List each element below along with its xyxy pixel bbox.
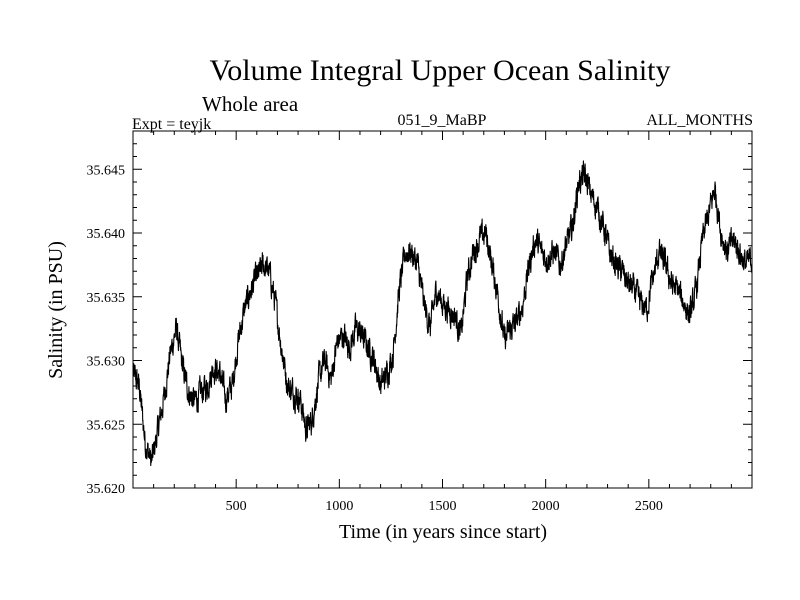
x-axis: 500 1000 1500 2000 2500 <box>153 131 732 514</box>
y-axis-label: Salinity (in PSU) <box>45 241 67 379</box>
y-tick-label: 35.645 <box>87 163 126 178</box>
y-axis: 35.620 35.625 35.630 35.635 35.640 35.645 <box>87 143 752 497</box>
experiment-label: Expt = teyjk <box>132 116 211 133</box>
y-tick-label: 35.625 <box>87 418 126 433</box>
y-tick-label: 35.630 <box>87 355 126 370</box>
chart-subtitle: Whole area <box>202 92 299 116</box>
x-tick-label: 2000 <box>532 499 560 514</box>
x-tick-label: 1000 <box>325 499 353 514</box>
y-tick-label: 35.620 <box>87 482 126 497</box>
y-tick-label: 35.635 <box>87 291 126 306</box>
series-line-salinity <box>132 160 753 467</box>
run-label: 051_9_MaBP <box>398 112 487 129</box>
x-tick-label: 500 <box>226 499 247 514</box>
x-tick-label: 2500 <box>635 499 663 514</box>
chart-title: Volume Integral Upper Ocean Salinity <box>210 54 671 87</box>
x-tick-label: 1500 <box>429 499 457 514</box>
y-tick-label: 35.640 <box>87 227 126 242</box>
x-axis-label: Time (in years since start) <box>339 521 547 543</box>
months-label: ALL_MONTHS <box>646 112 753 129</box>
series-group <box>132 160 753 467</box>
